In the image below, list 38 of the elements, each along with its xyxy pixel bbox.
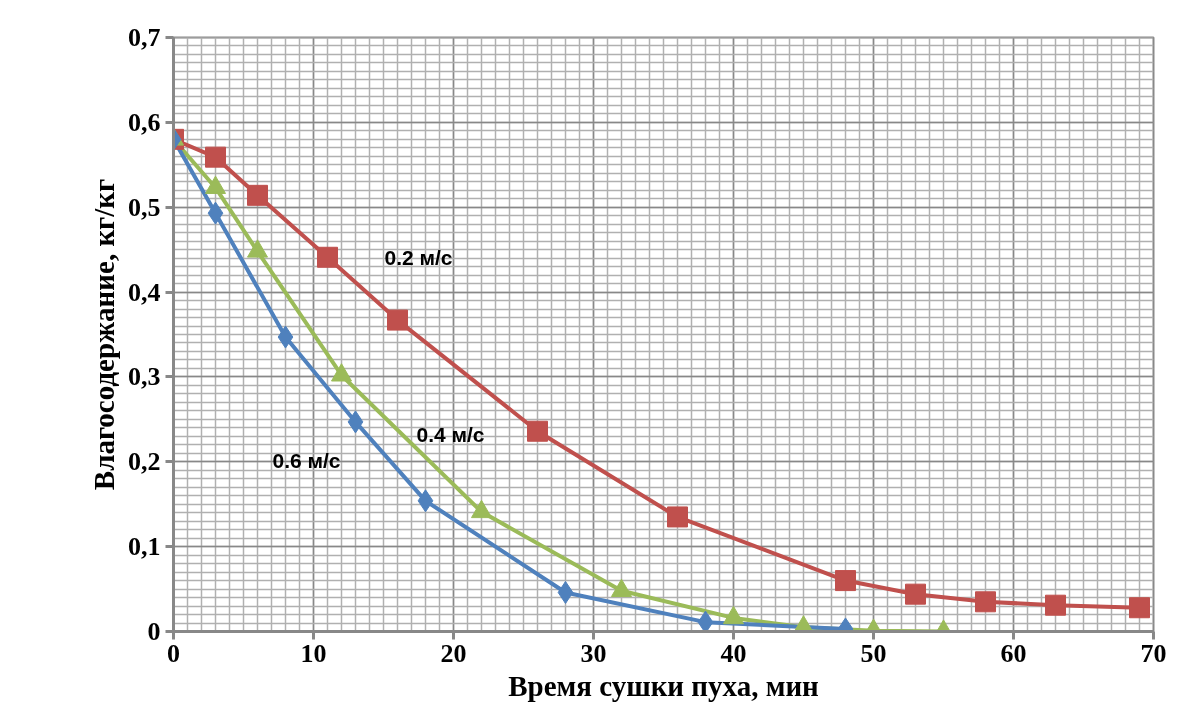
point — [557, 580, 574, 604]
point — [905, 583, 926, 605]
y-tick-label: 0,2 — [128, 447, 161, 477]
point — [247, 184, 268, 206]
point — [207, 201, 224, 225]
y-tick-label: 0,1 — [128, 532, 161, 562]
series-label: 0.2 м/с — [384, 245, 453, 269]
point — [317, 246, 338, 268]
point — [277, 325, 294, 349]
point — [347, 410, 364, 434]
point — [417, 489, 434, 513]
x-tick-label: 50 — [860, 638, 887, 668]
y-tick-label: 0,3 — [128, 362, 161, 392]
x-tick-label: 0 — [167, 638, 180, 668]
point — [1045, 594, 1066, 616]
point — [697, 610, 714, 632]
y-tick-label: 0,4 — [128, 277, 161, 307]
y-tick-label: 0,6 — [128, 107, 161, 137]
x-axis-title: Время сушки пуха, мин — [508, 669, 819, 702]
x-tick-label: 10 — [300, 638, 327, 668]
x-tick-label: 30 — [580, 638, 607, 668]
x-tick-label: 70 — [1140, 638, 1167, 668]
series-label: 0.4 м/с — [416, 422, 485, 446]
y-tick-label: 0,5 — [128, 192, 161, 222]
point — [667, 506, 688, 528]
point — [205, 146, 226, 168]
x-tick-label: 40 — [720, 638, 747, 668]
y-tick-label: 0,7 — [128, 23, 161, 52]
point — [527, 420, 548, 442]
point — [1129, 597, 1150, 619]
series-label: 0.6 м/с — [272, 449, 341, 473]
y-axis-title: Влагосодержание, кг/кг — [88, 178, 120, 491]
point — [835, 570, 856, 592]
x-tick-label: 20 — [440, 638, 467, 668]
point — [975, 591, 996, 613]
y-tick-label: 0 — [147, 617, 161, 646]
x-tick-label: 60 — [1000, 638, 1027, 668]
point — [387, 309, 408, 331]
